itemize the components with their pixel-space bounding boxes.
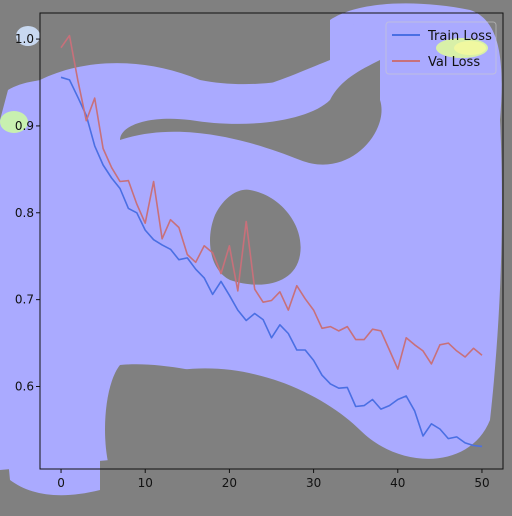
y-tick-label: 0.6 xyxy=(15,379,34,393)
legend-label-train-loss: Train Loss xyxy=(427,29,492,44)
legend: Train Loss Val Loss xyxy=(385,21,497,75)
legend-box xyxy=(385,21,497,75)
y-tick-label: 0.8 xyxy=(15,206,34,220)
x-axis: 0 10 20 30 40 50 xyxy=(57,469,490,490)
x-tick-label: 40 xyxy=(390,476,405,490)
series-line-val-loss xyxy=(60,34,483,370)
series-line-train-loss xyxy=(60,76,483,448)
plot-frame xyxy=(39,12,504,470)
x-tick-label: 30 xyxy=(306,476,321,490)
y-tick-label: 0.7 xyxy=(15,293,34,307)
y-tick-label: 1.0 xyxy=(15,32,34,46)
x-tick-label: 20 xyxy=(222,476,237,490)
y-tick-label: 0.9 xyxy=(15,119,34,133)
x-tick-label: 10 xyxy=(138,476,153,490)
x-tick-label: 0 xyxy=(57,476,65,490)
y-axis: 0.6 0.7 0.8 0.9 1.0 xyxy=(15,32,40,393)
legend-label-val-loss: Val Loss xyxy=(428,55,480,70)
heatmap-overlay xyxy=(0,3,502,502)
x-tick-label: 50 xyxy=(474,476,489,490)
series-layer xyxy=(60,34,483,448)
